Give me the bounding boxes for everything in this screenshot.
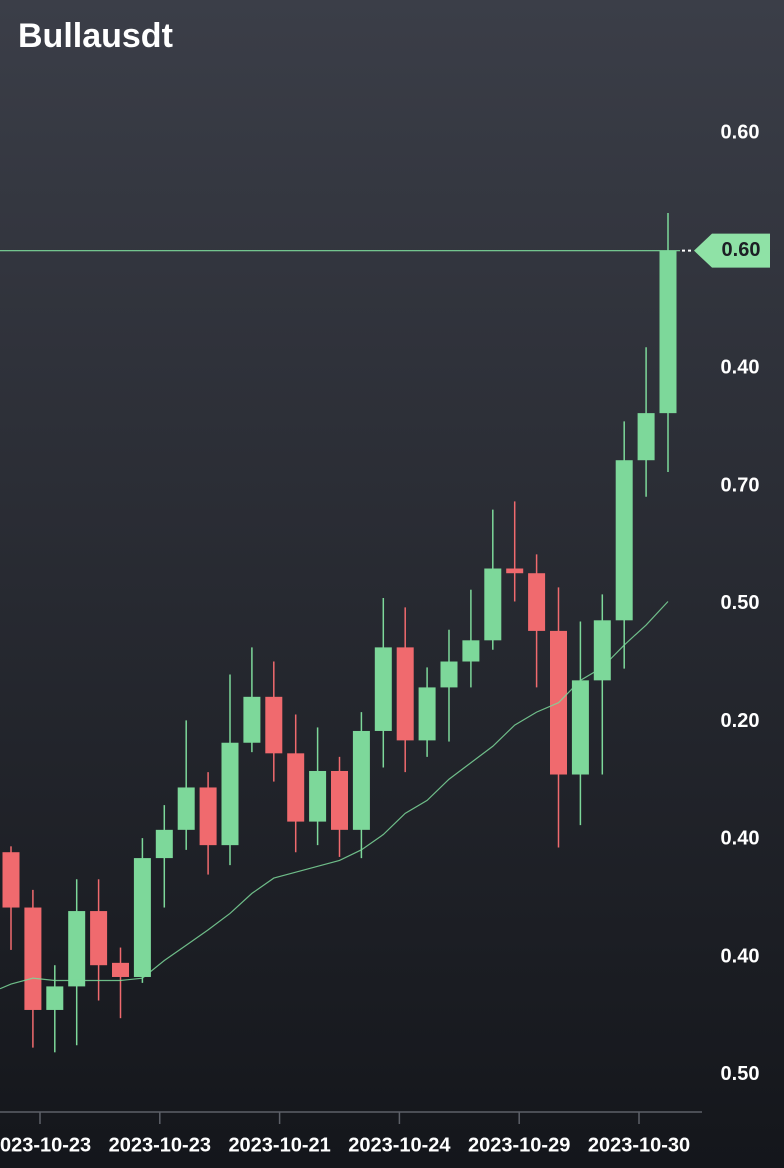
y-tick-label: 0.40	[721, 945, 760, 967]
y-tick-label: 0.40	[721, 828, 760, 850]
candle-body	[396, 647, 414, 741]
candle-body	[374, 647, 392, 731]
candle-body	[133, 858, 151, 977]
candle-body	[2, 852, 20, 908]
candle-body	[418, 687, 436, 741]
candle-body	[243, 696, 261, 743]
x-tick-label: 2023-10-24	[348, 1134, 451, 1156]
moving-average-line	[0, 601, 669, 990]
candle-body	[352, 730, 370, 830]
candle-body	[637, 413, 655, 461]
candle-body	[112, 962, 129, 977]
y-tick-label: 0.50	[721, 1063, 760, 1085]
candle-body	[462, 640, 480, 662]
last-price-tag	[694, 233, 770, 268]
candle-body	[199, 787, 217, 846]
y-tick-label: 0.50	[721, 592, 760, 614]
last-price-label: 0.60	[722, 239, 761, 261]
candle-body	[331, 770, 348, 830]
candle-body	[528, 573, 546, 631]
x-tick-label: 2023-10-30	[588, 1134, 690, 1156]
candle-body	[177, 787, 195, 830]
candle-body	[265, 696, 283, 754]
candle-body	[615, 460, 633, 621]
candle-body	[659, 250, 677, 414]
candle-body	[571, 680, 589, 775]
candle-body	[506, 568, 524, 574]
y-tick-label: 0.60	[721, 121, 760, 143]
candle-body	[309, 770, 327, 822]
candle-body	[24, 907, 42, 1010]
candle-body	[484, 568, 502, 641]
candle-body	[593, 620, 611, 681]
y-tick-label: 0.40	[721, 357, 760, 379]
x-tick-label: 2023-10-23	[0, 1134, 91, 1156]
candle-body	[155, 829, 173, 859]
candle-body	[287, 753, 305, 822]
x-tick-label: 2023-10-23	[109, 1134, 211, 1156]
x-tick-label: 2023-10-29	[468, 1134, 570, 1156]
candle-body	[46, 986, 64, 1010]
candle-body	[68, 911, 86, 987]
y-tick-label: 0.20	[721, 710, 760, 732]
candle-body	[440, 661, 458, 688]
x-tick-label: 2023-10-21	[228, 1134, 330, 1156]
candle-body	[90, 911, 108, 966]
chart-title: Bullausdt	[18, 17, 173, 55]
candle-body	[221, 742, 239, 846]
y-tick-label: 0.70	[721, 474, 760, 496]
